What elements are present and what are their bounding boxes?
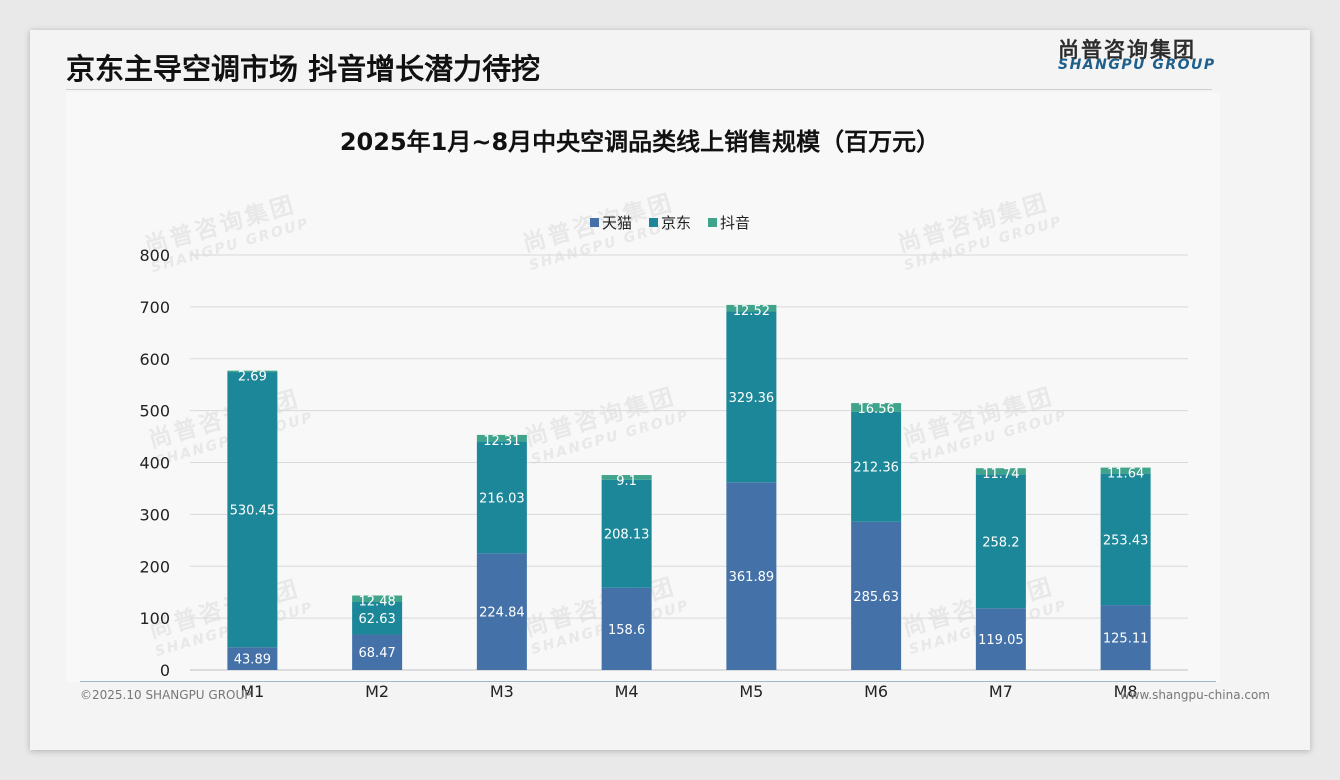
y-tick-label: 400 — [139, 454, 170, 473]
y-tick-label: 500 — [139, 402, 170, 421]
bar-tmall-m4 — [601, 587, 652, 670]
data-label-tmall: 119.05 — [978, 633, 1024, 648]
data-label-tmall: 285.63 — [853, 590, 899, 605]
footer-copyright: ©2025.10 SHANGPU GROUP — [80, 688, 252, 702]
x-tick-label: M3 — [490, 682, 514, 701]
bar-douyin-m2 — [352, 595, 403, 602]
bar-jd-m5 — [726, 311, 777, 483]
bar-douyin-m8 — [1100, 467, 1151, 474]
footer-website: www.shangpu-china.com — [1119, 688, 1270, 702]
legend-swatch-douyin — [708, 218, 717, 227]
bar-douyin-m3 — [476, 434, 527, 442]
bar-jd-m8 — [1100, 473, 1151, 606]
data-label-douyin: 12.31 — [483, 434, 520, 449]
data-label-douyin: 12.52 — [733, 304, 770, 319]
data-label-tmall: 158.6 — [608, 623, 645, 638]
x-tick-label: M2 — [365, 682, 389, 701]
bar-tmall-m3 — [476, 553, 527, 670]
x-tick-label: M7 — [989, 682, 1013, 701]
data-label-jd: 253.43 — [1103, 533, 1149, 548]
bar-tmall-m1 — [227, 647, 278, 670]
company-logo-en: SHANGPU GROUP — [1058, 57, 1216, 73]
bar-douyin-m7 — [975, 468, 1026, 475]
x-tick-label: M1 — [240, 682, 264, 701]
data-label-douyin: 12.48 — [359, 595, 396, 610]
data-label-tmall: 361.89 — [729, 570, 775, 585]
bar-jd-m7 — [975, 474, 1026, 609]
legend-swatch-jd — [649, 218, 658, 227]
bar-douyin-m4 — [601, 475, 652, 480]
data-label-jd: 208.13 — [604, 528, 650, 543]
bar-douyin-m5 — [726, 304, 777, 312]
x-tick-label: M6 — [864, 682, 888, 701]
y-tick-label: 0 — [160, 661, 170, 680]
legend-label-douyin: 抖音 — [720, 214, 750, 232]
bar-jd-m4 — [601, 479, 652, 588]
data-label-douyin: 11.64 — [1107, 467, 1144, 482]
legend-swatch-tmall — [590, 218, 599, 227]
data-label-jd: 62.63 — [359, 612, 396, 627]
data-label-jd: 216.03 — [479, 491, 525, 506]
data-label-douyin: 9.1 — [616, 474, 637, 489]
y-tick-label: 800 — [139, 246, 170, 265]
legend-label-tmall: 天猫 — [602, 214, 632, 232]
bar-douyin-m6 — [851, 403, 902, 412]
bar-jd-m6 — [851, 411, 902, 522]
x-tick-label: M8 — [1114, 682, 1138, 701]
data-label-jd: 212.36 — [853, 461, 899, 476]
data-label-jd: 258.2 — [982, 535, 1019, 550]
data-label-tmall: 125.11 — [1103, 632, 1149, 647]
company-logo-cn: 尚普咨询集团 — [1058, 38, 1196, 62]
x-tick-label: M4 — [615, 682, 639, 701]
bar-tmall-m6 — [851, 521, 902, 670]
y-tick-label: 100 — [139, 609, 170, 628]
bar-tmall-m8 — [1100, 605, 1151, 670]
data-label-douyin: 11.74 — [982, 467, 1019, 482]
data-label-tmall: 224.84 — [479, 606, 525, 621]
y-tick-label: 600 — [139, 350, 170, 369]
bar-douyin-m1 — [227, 370, 278, 373]
bar-jd-m2 — [352, 601, 403, 635]
data-label-jd: 530.45 — [230, 504, 276, 519]
data-label-tmall: 68.47 — [359, 646, 396, 661]
bar-jd-m1 — [227, 372, 278, 648]
bar-jd-m3 — [476, 441, 527, 554]
data-label-douyin: 2.69 — [238, 370, 267, 385]
bar-tmall-m7 — [975, 608, 1026, 670]
bar-tmall-m2 — [352, 634, 403, 670]
footer-divider — [80, 681, 1216, 682]
page-headline: 京东主导空调市场 抖音增长潜力待挖 — [66, 52, 541, 86]
header-divider — [66, 89, 1212, 90]
data-label-jd: 329.36 — [729, 391, 775, 406]
data-label-douyin: 16.56 — [858, 402, 895, 417]
y-tick-label: 700 — [139, 298, 170, 317]
chart-title: 2025年1月~8月中央空调品类线上销售规模（百万元） — [339, 128, 941, 156]
legend-label-jd: 京东 — [661, 214, 691, 232]
data-label-tmall: 43.89 — [234, 653, 271, 668]
bar-tmall-m5 — [726, 482, 777, 670]
y-tick-label: 300 — [139, 505, 170, 524]
x-tick-label: M5 — [739, 682, 763, 701]
y-tick-label: 200 — [139, 557, 170, 576]
